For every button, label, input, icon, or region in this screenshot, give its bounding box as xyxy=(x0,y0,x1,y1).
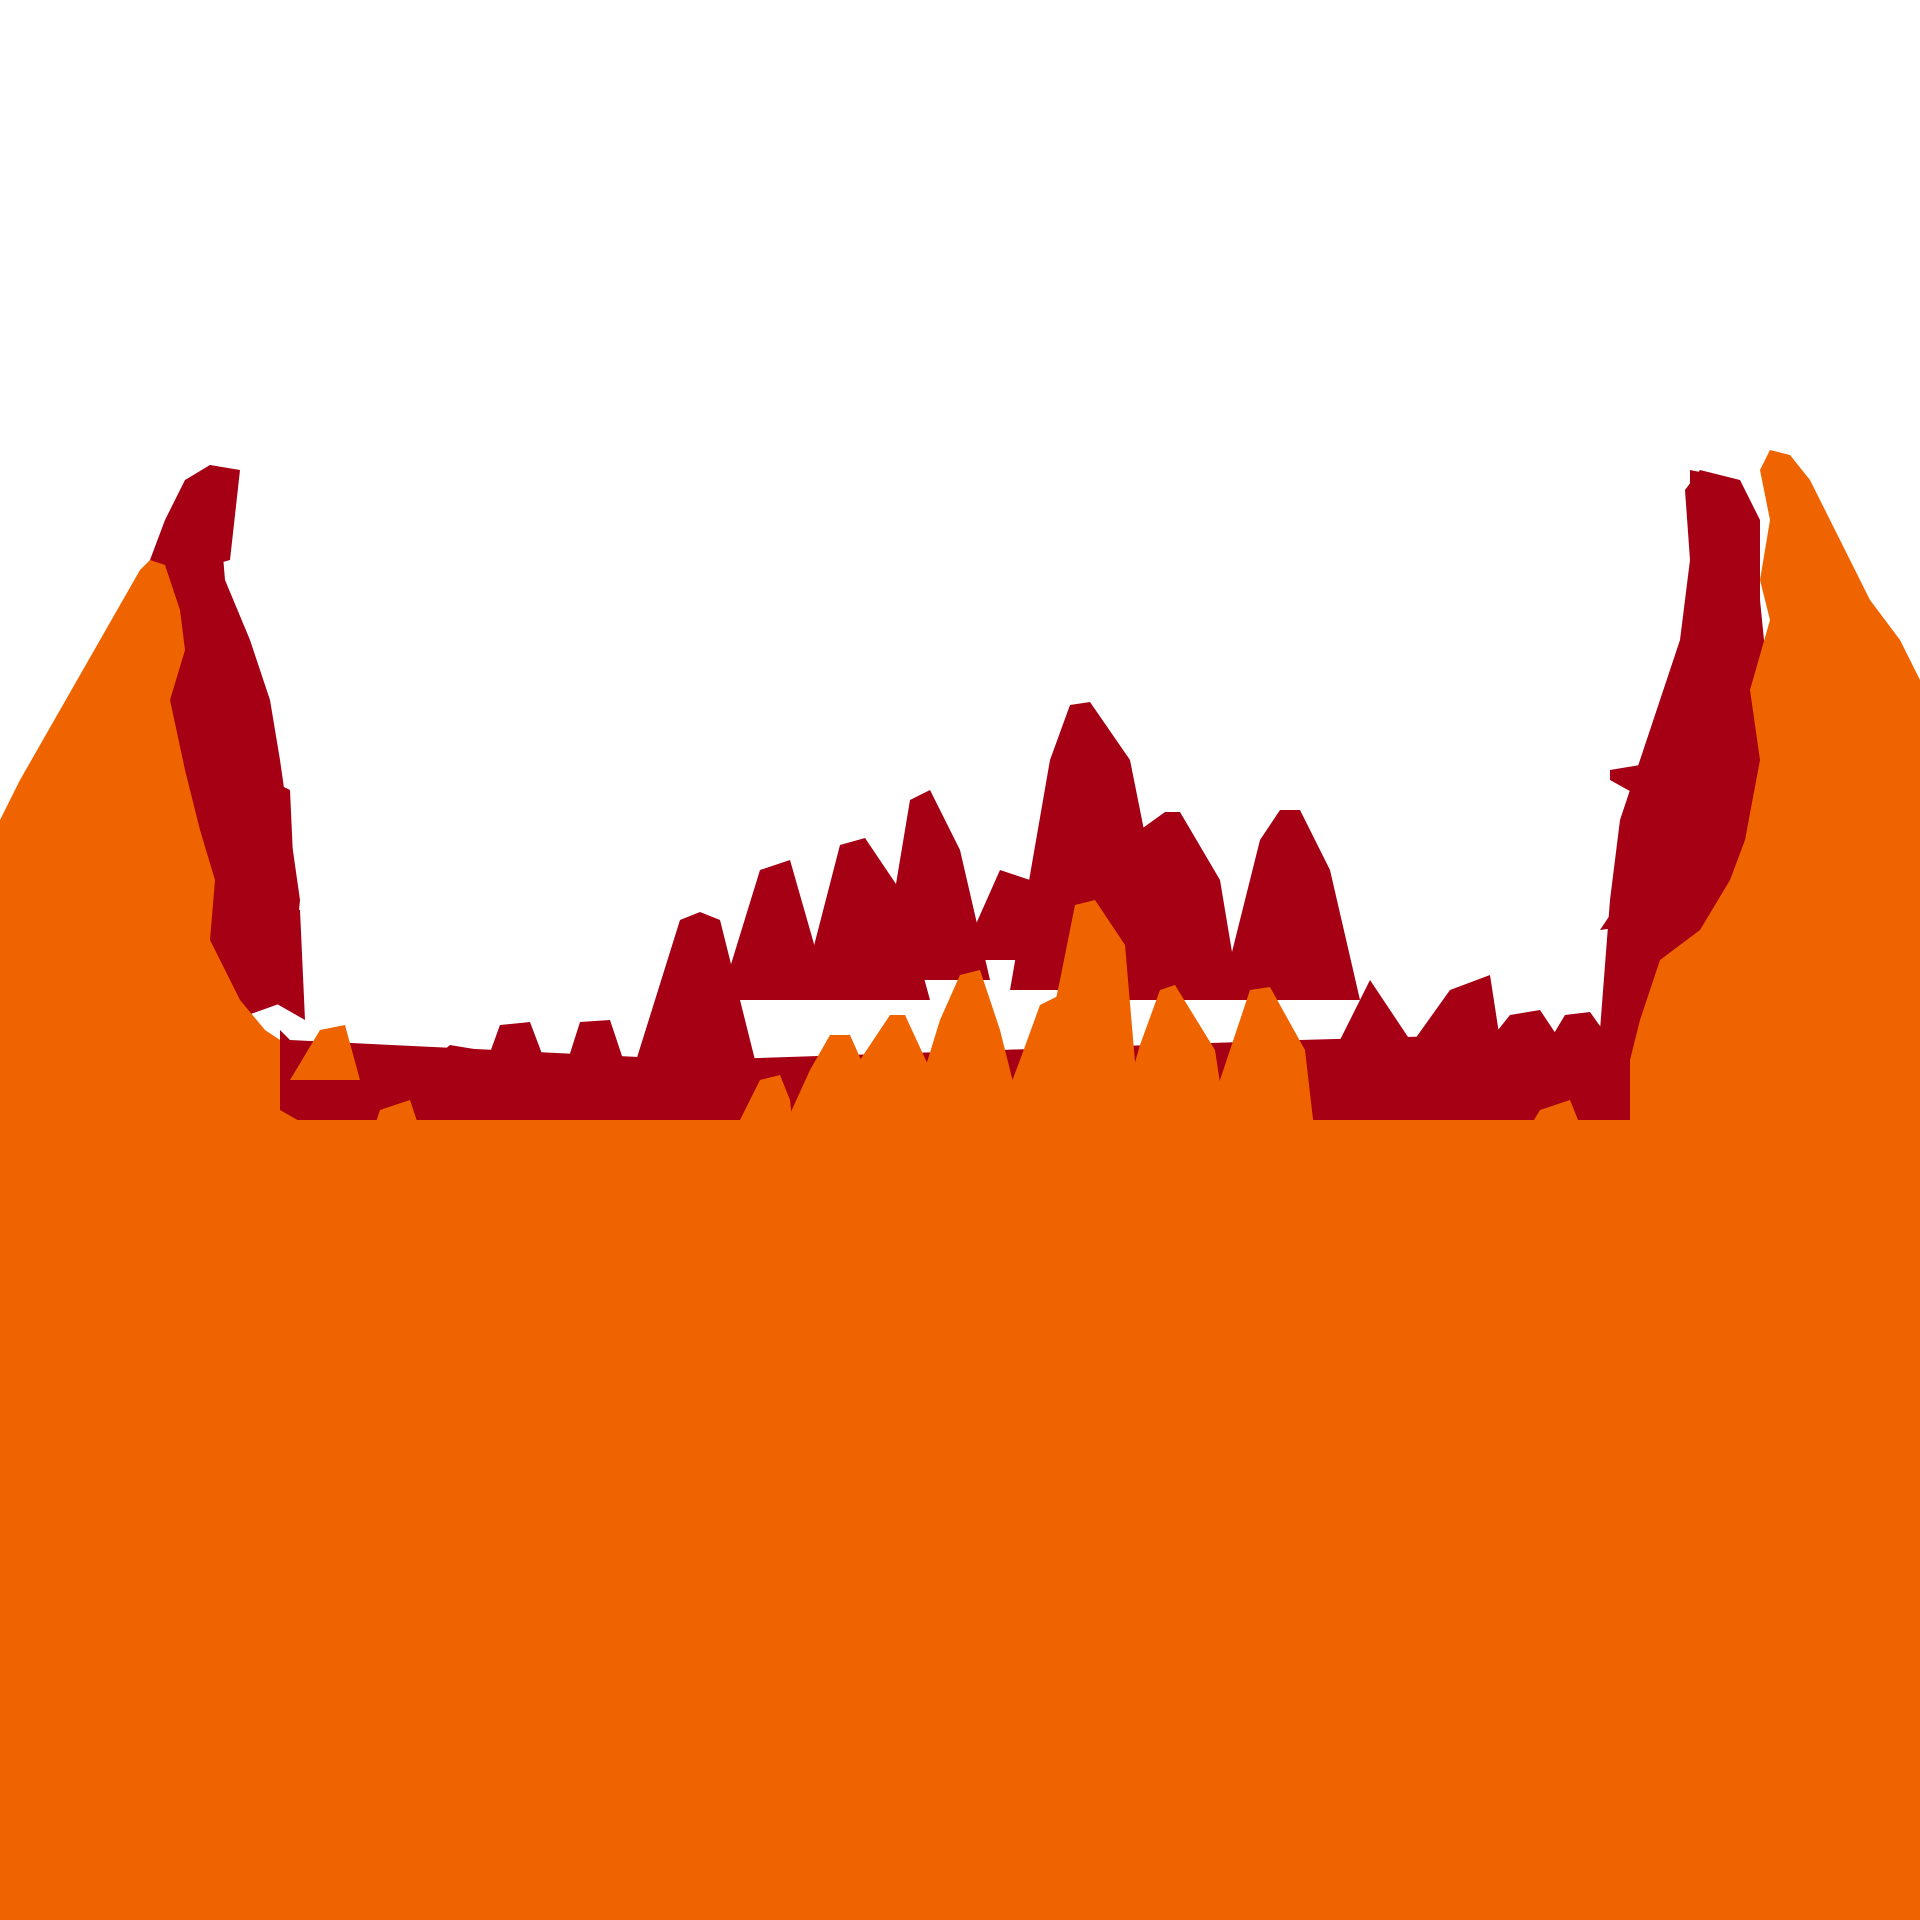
front-tree xyxy=(900,970,1030,1150)
back-tree xyxy=(1600,895,1670,930)
front-tree xyxy=(1030,900,1140,1120)
back-tree xyxy=(180,775,295,900)
back-tree xyxy=(1490,1010,1560,1040)
back-tree xyxy=(1550,1012,1610,1040)
back-tree xyxy=(1400,975,1500,1060)
back-tree xyxy=(200,900,305,1020)
front-tree xyxy=(290,1025,360,1080)
back-tree xyxy=(1220,810,1360,1000)
back-tree xyxy=(160,465,240,580)
back-tree xyxy=(1610,765,1700,830)
back-tree xyxy=(480,1022,550,1080)
front-tree xyxy=(1110,985,1230,1150)
back-tree xyxy=(1330,980,1410,1060)
back-tree xyxy=(880,790,990,980)
back-tree xyxy=(150,640,245,760)
front-tree-wall-left xyxy=(0,560,280,1120)
back-tree xyxy=(1690,470,1740,560)
ground-ridge xyxy=(0,1090,1920,1220)
front-tree-wall-right xyxy=(1630,450,1920,1120)
ground xyxy=(0,1120,1920,1920)
back-tree xyxy=(1670,665,1720,700)
back-tree xyxy=(630,912,760,1080)
back-tree xyxy=(1100,812,1240,1000)
back-tree xyxy=(560,1020,630,1085)
back-tree xyxy=(720,860,830,1000)
back-tree xyxy=(420,1045,500,1080)
front-forest-layer xyxy=(0,450,1920,1920)
